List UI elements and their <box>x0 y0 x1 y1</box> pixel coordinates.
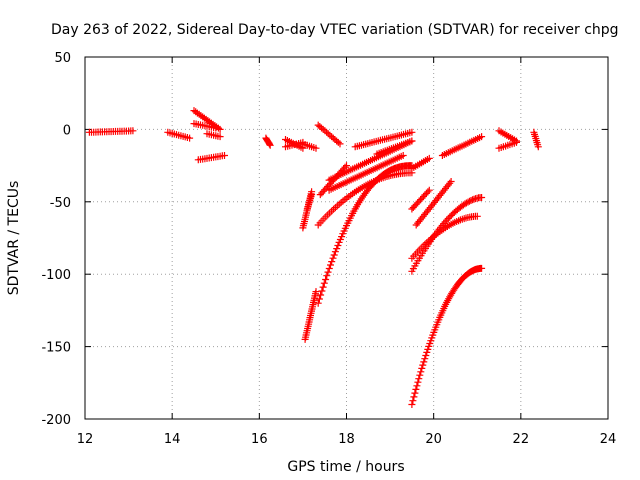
x-tick-label: 14 <box>164 432 181 447</box>
series-t2 <box>164 128 194 142</box>
series-t26 <box>408 186 433 213</box>
marker-track <box>299 140 320 152</box>
marker-track <box>373 137 416 158</box>
plot-border <box>84 56 609 420</box>
series-t14 <box>314 121 344 148</box>
x-tick-label: 24 <box>600 432 617 447</box>
marker-track <box>438 133 486 159</box>
y-tick-label: -100 <box>41 268 71 283</box>
marker-track <box>314 169 416 229</box>
marker-track <box>190 120 220 132</box>
series-t10 <box>299 140 320 152</box>
series-t25 <box>408 194 486 275</box>
series-t20 <box>351 128 416 151</box>
marker-track <box>262 134 274 149</box>
grid-lines <box>85 57 608 419</box>
marker-track <box>408 154 433 172</box>
series-t16 <box>314 169 416 229</box>
marker-track <box>85 127 137 136</box>
marker-track <box>301 288 320 343</box>
marker-track <box>194 152 228 164</box>
marker-track <box>495 138 520 152</box>
marker-track <box>303 191 316 213</box>
chart-title: Day 263 of 2022, Sidereal Day-to-day VTE… <box>51 22 619 38</box>
marker-track <box>408 186 433 213</box>
series-t4 <box>190 120 220 132</box>
x-tick-label: 22 <box>513 432 530 447</box>
y-tick-labels: -200 -150 -100 -50 0 50 <box>41 51 71 428</box>
marker-track <box>325 152 407 194</box>
x-tick-labels: 12 14 16 18 20 22 24 <box>77 432 617 447</box>
series-t31 <box>530 128 542 151</box>
series-t11 <box>301 288 320 343</box>
marker-track <box>164 128 194 142</box>
series-t22 <box>408 154 433 172</box>
series-t28 <box>438 133 486 159</box>
y-tick-label: -50 <box>50 196 71 211</box>
x-tick-label: 12 <box>77 432 94 447</box>
y-axis-label: SDTVAR / TECUs <box>6 181 22 296</box>
y-tick-label: -150 <box>41 341 71 356</box>
data-points <box>85 107 542 408</box>
x-tick-label: 18 <box>338 432 355 447</box>
series-t30 <box>495 138 520 152</box>
marker-track <box>408 264 486 408</box>
y-tick-label: 50 <box>54 51 71 66</box>
marker-track <box>314 121 344 148</box>
series-t21 <box>373 137 416 158</box>
series-t7 <box>262 134 274 149</box>
series-t5 <box>203 130 224 141</box>
y-tick-label: 0 <box>63 123 71 138</box>
series-t13 <box>303 191 316 213</box>
series-t27 <box>412 178 455 229</box>
series-t1 <box>85 127 137 136</box>
x-tick-label: 20 <box>425 432 442 447</box>
marker-track <box>351 128 416 151</box>
series-t23 <box>408 264 486 408</box>
series-t6 <box>194 152 228 164</box>
x-tick-label: 16 <box>251 432 268 447</box>
series-t18 <box>325 152 407 194</box>
y-tick-label: -200 <box>41 413 71 428</box>
marker-track <box>530 128 542 151</box>
x-axis-label: GPS time / hours <box>287 459 404 475</box>
marker-track <box>408 194 486 275</box>
marker-track <box>203 130 224 141</box>
marker-track <box>412 178 455 229</box>
